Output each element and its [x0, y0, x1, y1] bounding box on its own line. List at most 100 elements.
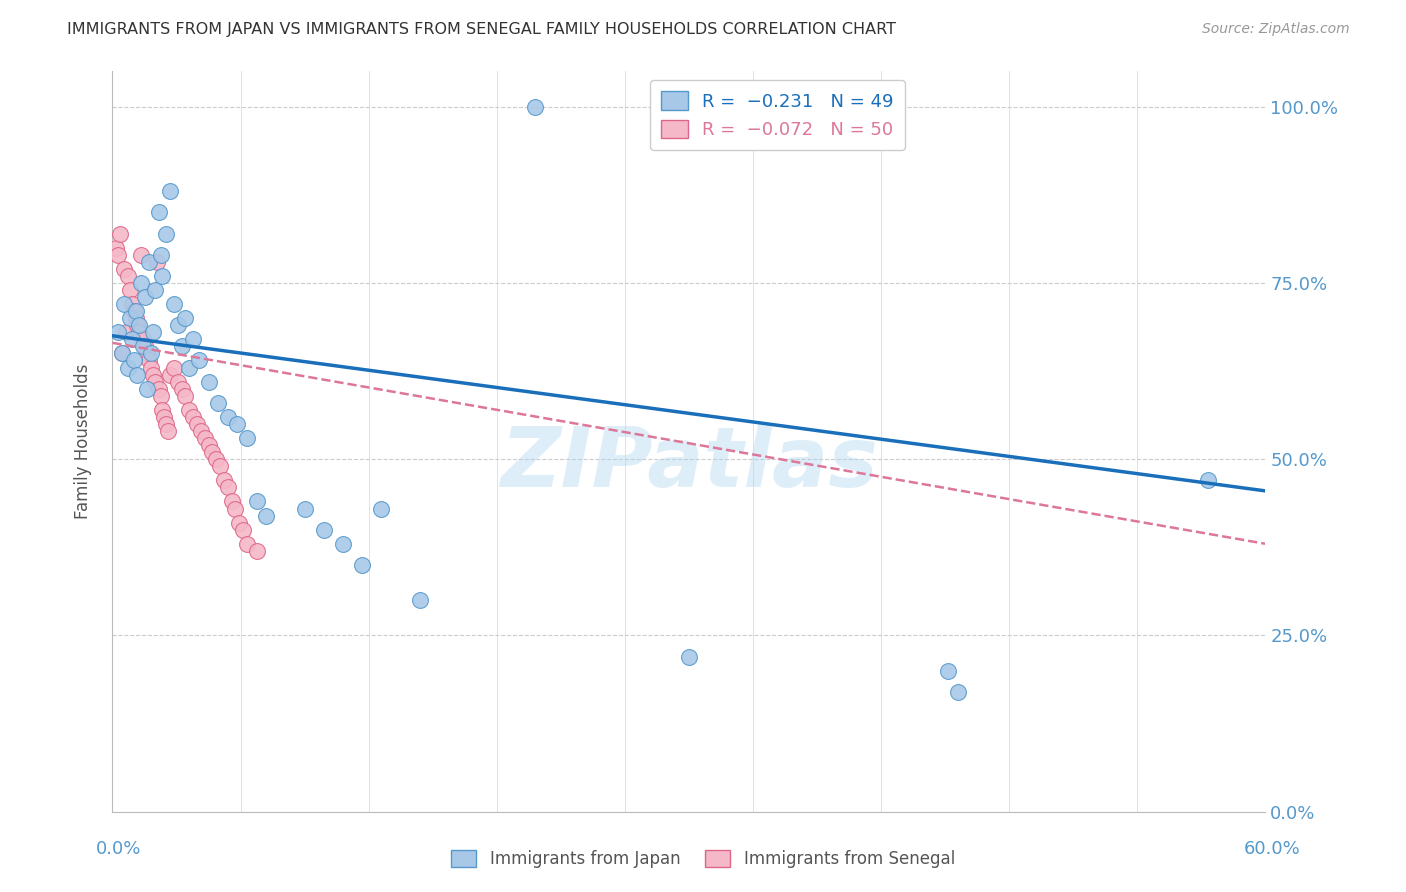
Point — [246, 544, 269, 558]
Point — [117, 360, 139, 375]
Point — [122, 353, 145, 368]
Point — [136, 346, 159, 360]
Point — [246, 494, 269, 508]
Point — [197, 438, 219, 452]
Point — [143, 283, 166, 297]
Point — [124, 311, 146, 326]
Point — [181, 409, 204, 424]
Point — [166, 375, 188, 389]
Point — [773, 100, 796, 114]
Point — [127, 318, 149, 333]
Point — [155, 227, 177, 241]
Text: Source: ZipAtlas.com: Source: ZipAtlas.com — [1202, 22, 1350, 37]
Point — [946, 685, 969, 699]
Point — [105, 241, 128, 255]
Point — [186, 417, 208, 431]
Point — [197, 375, 219, 389]
Point — [174, 311, 197, 326]
Point — [112, 297, 135, 311]
Point — [207, 396, 229, 410]
Legend: R =  −0.231   N = 49, R =  −0.072   N = 50: R = −0.231 N = 49, R = −0.072 N = 50 — [650, 80, 904, 150]
Point — [179, 402, 201, 417]
Point — [145, 254, 167, 268]
Point — [112, 261, 135, 276]
Point — [115, 325, 138, 339]
Point — [524, 100, 547, 114]
Point — [121, 297, 143, 311]
Point — [179, 360, 201, 375]
Point — [217, 480, 239, 494]
Point — [332, 537, 354, 551]
Text: 60.0%: 60.0% — [1244, 840, 1301, 858]
Point — [236, 431, 259, 445]
Point — [124, 304, 146, 318]
Text: IMMIGRANTS FROM JAPAN VS IMMIGRANTS FROM SENEGAL FAMILY HOUSEHOLDS CORRELATION C: IMMIGRANTS FROM JAPAN VS IMMIGRANTS FROM… — [67, 22, 897, 37]
Point — [159, 368, 181, 382]
Point — [254, 508, 277, 523]
Point — [226, 417, 249, 431]
Point — [1197, 473, 1219, 487]
Point — [129, 248, 153, 262]
Point — [111, 346, 134, 360]
Point — [232, 523, 254, 537]
Point — [409, 593, 432, 607]
Point — [118, 311, 141, 326]
Point — [212, 473, 235, 487]
Point — [127, 368, 149, 382]
Point — [138, 353, 160, 368]
Legend: Immigrants from Japan, Immigrants from Senegal: Immigrants from Japan, Immigrants from S… — [444, 843, 962, 875]
Point — [170, 382, 193, 396]
Point — [132, 339, 155, 353]
Point — [152, 402, 174, 417]
Point — [163, 297, 186, 311]
Point — [143, 375, 166, 389]
Point — [142, 368, 165, 382]
Point — [107, 248, 129, 262]
Point — [107, 325, 129, 339]
Point — [134, 290, 156, 304]
Point — [136, 382, 159, 396]
Point — [142, 325, 165, 339]
Point — [194, 431, 217, 445]
Point — [166, 318, 188, 333]
Point — [157, 424, 180, 438]
Y-axis label: Family Households: Family Households — [73, 364, 91, 519]
Point — [205, 452, 228, 467]
Point — [312, 523, 335, 537]
Point — [128, 325, 150, 339]
Point — [201, 445, 224, 459]
Point — [217, 409, 239, 424]
Point — [155, 417, 177, 431]
Point — [209, 459, 232, 474]
Point — [174, 389, 197, 403]
Text: 0.0%: 0.0% — [96, 840, 141, 858]
Point — [111, 346, 134, 360]
Point — [149, 389, 172, 403]
Point — [118, 283, 141, 297]
Point — [122, 304, 145, 318]
Point — [121, 332, 143, 346]
Point — [188, 353, 211, 368]
Point — [134, 339, 156, 353]
Point — [148, 205, 170, 219]
Point — [128, 318, 150, 333]
Point — [170, 339, 193, 353]
Point — [678, 649, 700, 664]
Point — [152, 268, 174, 283]
Point — [936, 664, 959, 678]
Point — [132, 332, 155, 346]
Point — [139, 360, 162, 375]
Point — [149, 248, 172, 262]
Point — [228, 516, 250, 530]
Point — [159, 184, 181, 198]
Point — [139, 346, 162, 360]
Point — [294, 501, 316, 516]
Point — [117, 268, 139, 283]
Point — [153, 409, 176, 424]
Point — [163, 360, 186, 375]
Point — [352, 558, 374, 572]
Point — [181, 332, 204, 346]
Point — [129, 276, 153, 290]
Point — [221, 494, 243, 508]
Point — [224, 501, 246, 516]
